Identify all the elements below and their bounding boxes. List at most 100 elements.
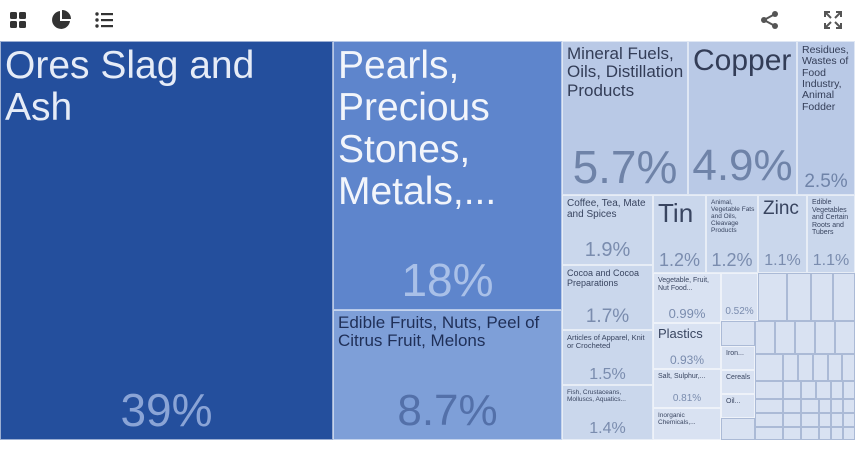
treemap-tile-small[interactable] (833, 273, 855, 321)
tile-label: Zinc (763, 198, 799, 219)
treemap-tile[interactable]: 0.52% (721, 273, 758, 321)
treemap-tile-small[interactable] (755, 399, 783, 413)
treemap-tile[interactable]: Plastics 0.93% (653, 323, 721, 369)
tile-value: 8.7% (397, 386, 498, 435)
tile-value: 1.4% (589, 420, 626, 437)
treemap-tile[interactable]: Iron... (721, 346, 755, 370)
treemap-tile-small[interactable] (783, 413, 801, 427)
treemap-tile-small[interactable] (843, 413, 855, 427)
tile-label: Animal, Vegetable Fats and Oils, Cleavag… (711, 199, 755, 235)
treemap-tile[interactable]: Mineral Fuels, Oils, Distillation Produc… (562, 41, 688, 195)
treemap-tile[interactable]: Vegetable, Fruit, Nut Food... 0.99% (653, 273, 721, 323)
tile-label: Salt, Sulphur,... (658, 373, 706, 380)
treemap-tile-small[interactable] (787, 273, 811, 321)
treemap: Ores Slag and Ash 39% Pearls, Precious Sto… (0, 41, 855, 440)
tile-value: 0.52% (725, 306, 754, 317)
treemap-tile[interactable]: Tin 1.2% (653, 195, 706, 273)
treemap-tile[interactable]: Ores Slag and Ash 39% (0, 41, 333, 440)
treemap-tile-small[interactable] (721, 418, 755, 440)
treemap-tile-small[interactable] (783, 381, 801, 399)
tile-label: Plastics (658, 326, 703, 341)
treemap-tile-small[interactable] (843, 427, 855, 440)
treemap-tile-small[interactable] (783, 399, 801, 413)
treemap-tile-small[interactable] (801, 413, 819, 427)
tile-label: Fish, Crustaceans, Molluscs, Aquatics... (567, 389, 626, 404)
treemap-tile-small[interactable] (801, 381, 816, 399)
treemap-tile-small[interactable] (819, 399, 831, 413)
tile-value: 18% (401, 254, 494, 306)
share-icon[interactable] (758, 8, 782, 32)
treemap-tile-small[interactable] (721, 321, 755, 346)
treemap-tile-small[interactable] (755, 321, 775, 354)
treemap-tile[interactable]: Cereals (721, 370, 755, 394)
treemap-tile-small[interactable] (813, 354, 828, 381)
treemap-tile-small[interactable] (755, 413, 783, 427)
treemap-tile[interactable]: Cocoa and Cocoa Preparations 1.7% (562, 265, 653, 330)
tile-label: Cocoa and Cocoa Preparations (567, 268, 640, 288)
list-icon[interactable] (92, 8, 116, 32)
tile-label: Cereals (726, 374, 751, 381)
tile-label: Oil... (726, 398, 741, 405)
treemap-tile[interactable]: Residues, Wastes of Food Industry, Anima… (797, 41, 855, 195)
treemap-tile[interactable]: Coffee, Tea, Mate and Spices 1.9% (562, 195, 653, 265)
tile-value: 1.5% (589, 366, 626, 383)
tile-label: Coffee, Tea, Mate and Spices (567, 198, 646, 220)
tile-value: 1.1% (764, 252, 801, 269)
tile-value: 1.9% (584, 239, 631, 261)
tile-label: Ores Slag and Ash (5, 44, 255, 130)
treemap-tile-small[interactable] (828, 354, 842, 381)
treemap-tile-small[interactable] (831, 427, 843, 440)
treemap-tile-small[interactable] (758, 273, 787, 321)
treemap-tile[interactable]: Zinc 1.1% (758, 195, 807, 273)
pie-chart-icon[interactable] (49, 8, 73, 32)
treemap-tile[interactable]: Edible Vegetables and Certain Roots and … (807, 195, 855, 273)
tile-label: Pearls, Precious Stones, Metals,... (338, 44, 497, 214)
treemap-tile-small[interactable] (843, 381, 855, 399)
fullscreen-icon[interactable] (821, 8, 845, 32)
treemap-tile-small[interactable] (843, 399, 855, 413)
treemap-tile-small[interactable] (795, 321, 815, 354)
tile-label: Copper (693, 44, 792, 77)
treemap-tile-small[interactable] (831, 413, 843, 427)
treemap-tile-small[interactable] (755, 354, 783, 381)
tile-value: 1.2% (711, 250, 753, 270)
tile-value: 4.9% (692, 141, 793, 190)
treemap-tile[interactable]: Fish, Crustaceans, Molluscs, Aquatics...… (562, 385, 653, 440)
treemap-tile-small[interactable] (835, 321, 855, 354)
treemap-tile[interactable]: Pearls, Precious Stones, Metals,... 18% (333, 41, 562, 310)
treemap-tile-small[interactable] (775, 321, 795, 354)
tile-value: 39% (120, 384, 213, 436)
treemap-tile-small[interactable] (816, 381, 831, 399)
grid-icon[interactable] (6, 8, 30, 32)
treemap-tile-small[interactable] (815, 321, 835, 354)
treemap-tile-small[interactable] (831, 381, 843, 399)
treemap-tile-small[interactable] (798, 354, 813, 381)
treemap-tile-small[interactable] (819, 427, 831, 440)
tile-value: 1.1% (812, 252, 850, 269)
treemap-tile-small[interactable] (755, 427, 783, 440)
tile-label: Inorganic Chemicals,... (658, 412, 696, 427)
treemap-tile-small[interactable] (842, 354, 855, 381)
tile-value: 2.5% (804, 171, 848, 192)
tile-label: Vegetable, Fruit, Nut Food... (658, 277, 709, 292)
treemap-tile-small[interactable] (819, 413, 831, 427)
treemap-tile[interactable]: Salt, Sulphur,... 0.81% (653, 369, 721, 408)
treemap-tile-small[interactable] (831, 399, 843, 413)
treemap-tile[interactable]: Articles of Apparel, Knit or Crocheted 1.… (562, 330, 653, 385)
tile-label: Articles of Apparel, Knit or Crocheted (567, 333, 645, 351)
tile-value: 0.81% (672, 393, 702, 404)
toolbar (0, 0, 857, 40)
treemap-tile-small[interactable] (783, 354, 798, 381)
treemap-tile-small[interactable] (811, 273, 833, 321)
treemap-tile[interactable]: Copper 4.9% (688, 41, 797, 195)
tile-value: 5.7% (572, 141, 678, 193)
treemap-tile[interactable]: Inorganic Chemicals,... (653, 408, 721, 440)
treemap-tile-small[interactable] (801, 427, 819, 440)
treemap-tile[interactable]: Oil... (721, 394, 755, 418)
treemap-tile-small[interactable] (783, 427, 801, 440)
treemap-tile-small[interactable] (801, 399, 819, 413)
treemap-tile[interactable]: Edible Fruits, Nuts, Peel of Citrus Frui… (333, 310, 562, 440)
tile-label: Iron... (726, 350, 744, 357)
treemap-tile-small[interactable] (755, 381, 783, 399)
treemap-tile[interactable]: Animal, Vegetable Fats and Oils, Cleavag… (706, 195, 758, 273)
